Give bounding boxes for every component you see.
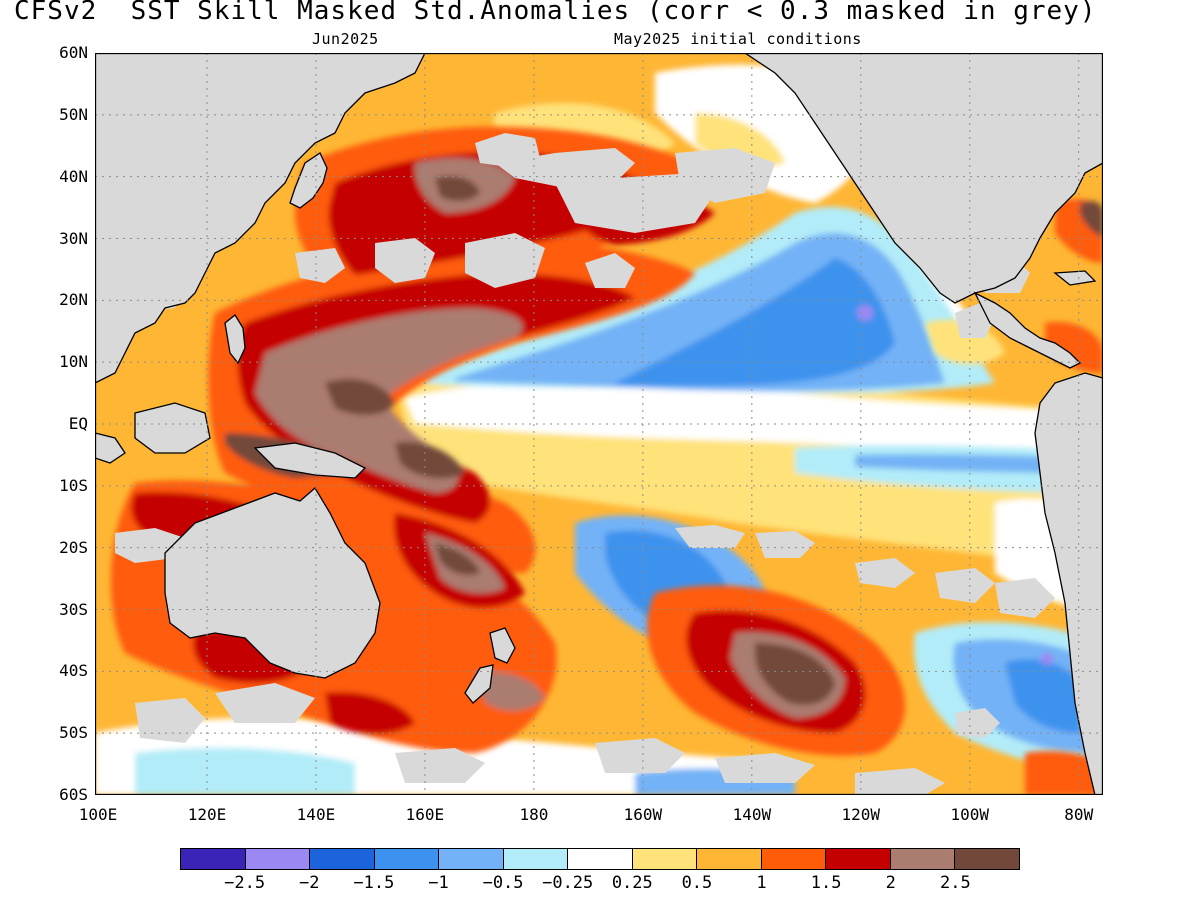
lat-label: 50N <box>59 104 88 124</box>
colorbar-tick-label: 1.5 <box>810 873 842 893</box>
lat-label: 30N <box>59 228 88 248</box>
lat-label: 40S <box>59 661 88 681</box>
colorbar-tick-label: 2.5 <box>940 873 971 893</box>
lon-label: 120E <box>187 805 227 824</box>
colorbar-swatch <box>890 849 956 869</box>
lat-label: 20N <box>59 290 88 310</box>
graticule <box>95 53 1103 795</box>
sumatra-land <box>95 432 126 464</box>
lat-label: 50S <box>59 723 88 743</box>
colorbar-tick-label: −1 <box>428 873 449 893</box>
colorbar-swatch <box>826 849 891 869</box>
lon-label: 100E <box>78 805 118 824</box>
cuba-land <box>1053 270 1097 286</box>
lon-label: 120W <box>841 805 881 824</box>
lat-label: 20S <box>59 537 88 557</box>
colorbar <box>180 848 1020 870</box>
colorbar-swatch <box>374 849 440 869</box>
colorbar-swatch <box>955 849 1019 869</box>
lon-label: 80W <box>1064 805 1094 824</box>
lat-label: EQ <box>68 414 88 433</box>
lat-label: 60S <box>59 785 88 804</box>
japan-land <box>289 152 328 209</box>
colorbar-swatch <box>503 849 569 869</box>
lat-label: 60N <box>59 43 88 62</box>
lat-label: 40N <box>59 166 88 186</box>
landmasses <box>95 53 1103 795</box>
colorbar-swatch <box>568 849 633 869</box>
colorbar-swatch <box>697 849 762 869</box>
new-zealand-land <box>489 627 516 664</box>
colorbar-swatch <box>761 849 827 869</box>
colorbar-tick-label: 0.25 <box>611 873 653 893</box>
central-america-land <box>973 291 1082 369</box>
colorbar-tick-label: −0.25 <box>542 873 594 893</box>
south-america-land <box>1034 372 1103 795</box>
colorbar-tick-label: −1.5 <box>353 873 395 893</box>
lat-label: 10S <box>59 475 88 495</box>
sst-anomaly-map <box>95 53 1103 795</box>
lon-label: 140W <box>732 805 772 824</box>
colorbar-tick-label: 0.5 <box>681 873 713 893</box>
colorbar-swatch <box>632 849 698 869</box>
borneo-land <box>134 402 211 454</box>
lon-label: 100W <box>950 805 990 824</box>
lon-label: 160W <box>623 805 663 824</box>
colorbar-swatch <box>181 849 246 869</box>
colorbar-tick-label: 1 <box>756 873 767 893</box>
initial-conditions: May2025 initial conditions <box>614 30 862 48</box>
colorbar-swatch <box>439 849 504 869</box>
colorbar-tick-label: 2 <box>885 873 896 893</box>
lon-label: 180 <box>519 805 549 824</box>
lon-label: 140E <box>296 805 336 824</box>
map-frame <box>95 53 1103 795</box>
colorbar-tick-label: −2 <box>298 873 320 893</box>
forecast-month: Jun2025 <box>312 30 379 48</box>
colorbar-swatch <box>245 849 311 869</box>
colorbar-swatch <box>310 849 375 869</box>
colorbar-tick-label: −2.5 <box>224 873 266 893</box>
chart-title: CFSv2 SST Skill Masked Std.Anomalies (co… <box>14 0 1097 26</box>
north-america-land <box>743 53 1103 304</box>
asia-land <box>95 53 426 384</box>
australia-land <box>164 487 381 679</box>
colorbar-tick-label: −0.5 <box>482 873 524 893</box>
philippines-land <box>224 314 246 365</box>
new-zealand-south-land <box>464 664 494 704</box>
lon-label: 160E <box>405 805 445 824</box>
new-guinea-land <box>253 442 367 479</box>
lat-label: 30S <box>59 599 88 619</box>
lat-label: 10N <box>59 352 88 372</box>
